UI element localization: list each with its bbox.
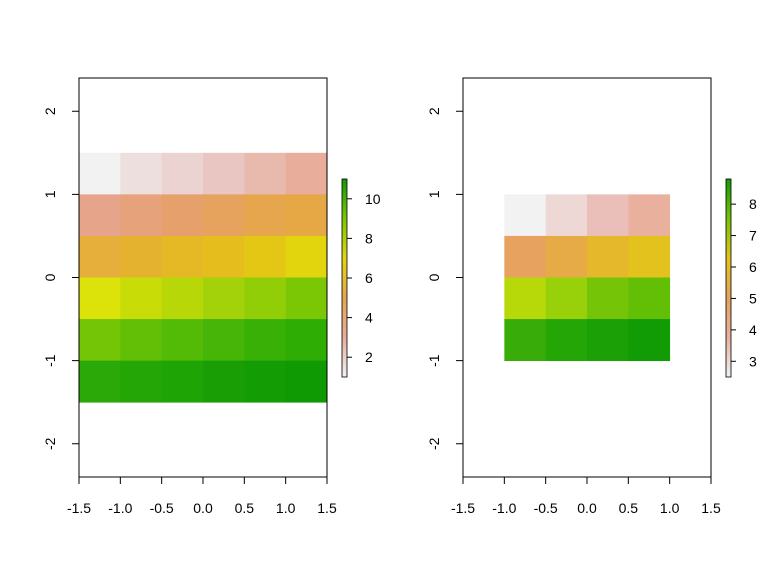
x-tick-label: -0.5	[534, 500, 558, 516]
legend-tick-label: 3	[749, 353, 757, 369]
raster-cell	[120, 360, 163, 403]
x-tick-label: -1.5	[451, 500, 475, 516]
x-tick-label: -1.0	[492, 500, 516, 516]
raster-cell	[120, 194, 163, 237]
raster-cell	[285, 152, 328, 195]
y-tick-label: -2	[426, 437, 442, 450]
raster-cell	[161, 277, 204, 320]
raster-cell	[203, 277, 245, 320]
raster-cell	[120, 152, 163, 195]
raster-cell	[79, 235, 121, 278]
raster-cell	[587, 194, 629, 237]
left-raster-panel: -1.5 -1.0 -0.5 0.0 0.5 1.0 1.5 -2 -1 0 1 2 2 4 6 8 10	[42, 77, 381, 516]
raster-cell	[79, 360, 121, 403]
raster-cell	[285, 319, 328, 362]
y-tick-label: 0	[426, 273, 442, 281]
x-tick-label: -1.0	[108, 500, 132, 516]
y-tick-label: -1	[42, 354, 58, 367]
raster-cell	[79, 152, 121, 195]
right-raster-panel: -1.5 -1.0 -0.5 0.0 0.5 1.0 1.5 -2 -1 0 1 2 3 4 5 6 7 8	[426, 77, 757, 516]
y-tick-label: 2	[42, 107, 58, 115]
legend-colorbar	[341, 178, 348, 378]
raster-cell	[244, 194, 287, 237]
x-tick-label: 1.5	[317, 500, 337, 516]
legend-tick-label: 2	[365, 349, 373, 365]
raster-cell	[244, 235, 287, 278]
raster-cell	[504, 277, 547, 320]
raster-cell	[285, 277, 328, 320]
raster-cell	[587, 235, 629, 278]
raster-cell	[203, 235, 245, 278]
legend-colorbar	[725, 178, 732, 378]
raster-cell	[244, 152, 287, 195]
legend-tick-label: 6	[365, 270, 373, 286]
raster-cell	[79, 319, 121, 362]
legend-tick-label: 4	[365, 310, 373, 326]
legend-tick-label: 8	[365, 230, 373, 246]
raster-cell	[120, 277, 163, 320]
raster-cell	[628, 277, 671, 320]
raster-cell	[504, 319, 547, 362]
y-tick-label: 0	[42, 273, 58, 281]
raster-cell	[79, 277, 121, 320]
raster-cell	[628, 319, 671, 362]
raster-cell	[244, 277, 287, 320]
raster-cell	[203, 194, 245, 237]
raster-cell	[285, 194, 328, 237]
legend-tick-label: 8	[749, 196, 757, 212]
raster-cell	[161, 194, 204, 237]
y-tick-label: 2	[426, 107, 442, 115]
raster-cell	[79, 194, 121, 237]
raster-cell	[161, 319, 204, 362]
raster-cell	[203, 360, 245, 403]
x-tick-label: 1.0	[276, 500, 296, 516]
legend-tick-label: 5	[749, 290, 757, 306]
y-tick-label: -2	[42, 437, 58, 450]
raster-cell	[504, 194, 547, 237]
raster-cell	[587, 277, 629, 320]
raster-cell	[244, 319, 287, 362]
y-tick-label: -1	[426, 354, 442, 367]
legend-tick-label: 6	[749, 259, 757, 275]
raster-cell	[203, 319, 245, 362]
raster-cell	[545, 319, 588, 362]
legend-tick-label: 7	[749, 228, 757, 244]
raster-cell	[120, 235, 163, 278]
y-tick-label: 1	[42, 190, 58, 198]
raster-cell	[545, 277, 588, 320]
raster-cell	[545, 194, 588, 237]
raster-cell	[504, 235, 547, 278]
raster-cell	[161, 360, 204, 403]
raster-cell	[628, 235, 671, 278]
y-tick-label: 1	[426, 190, 442, 198]
raster-cell	[244, 360, 287, 403]
x-tick-label: 0.5	[235, 500, 255, 516]
legend-tick-label: 4	[749, 322, 757, 338]
x-tick-label: 0.0	[193, 500, 213, 516]
x-tick-label: 0.0	[577, 500, 597, 516]
raster-cell	[203, 152, 245, 195]
raster-cell	[285, 360, 328, 403]
raster-cell	[285, 235, 328, 278]
x-tick-label: 1.0	[660, 500, 680, 516]
raster-cell	[161, 235, 204, 278]
raster-cell	[545, 235, 588, 278]
x-tick-label: -1.5	[67, 500, 91, 516]
raster-cell	[120, 319, 163, 362]
x-tick-label: -0.5	[150, 500, 174, 516]
x-tick-label: 0.5	[619, 500, 639, 516]
raster-cell	[587, 319, 629, 362]
legend-tick-label: 10	[365, 191, 381, 207]
raster-cell	[628, 194, 671, 237]
x-tick-label: 1.5	[701, 500, 721, 516]
raster-cell	[161, 152, 204, 195]
